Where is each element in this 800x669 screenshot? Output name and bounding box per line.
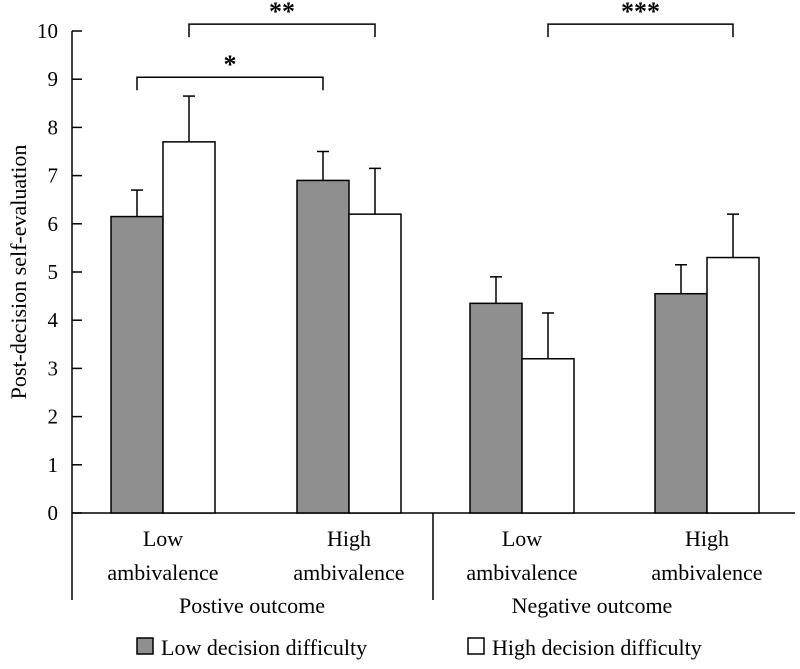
bar — [654, 292, 708, 514]
legend-swatch — [136, 637, 154, 655]
bar — [706, 256, 760, 514]
bar — [521, 358, 575, 514]
bar — [348, 213, 402, 514]
significance-bracket — [188, 23, 376, 38]
y-tick-label: 8 — [48, 115, 59, 139]
y-tick-label: 4 — [48, 308, 59, 332]
y-tick-label: 1 — [48, 453, 59, 477]
bar — [162, 141, 216, 514]
significance-label: ** — [269, 0, 295, 26]
y-tick-label: 0 — [48, 501, 59, 525]
bar — [296, 179, 350, 514]
category-label: Low — [143, 526, 183, 551]
category-label: Low — [502, 526, 542, 551]
y-tick-label: 7 — [48, 164, 59, 188]
legend-label: Low decision difficulty — [161, 635, 367, 660]
y-tick-label: 10 — [37, 19, 58, 43]
y-axis-label: Post-decision self-evaluation — [6, 145, 31, 400]
category-label: High — [685, 526, 729, 551]
y-tick-label: 9 — [48, 67, 59, 91]
significance-bracket — [547, 23, 734, 38]
y-tick-label: 5 — [48, 260, 59, 284]
bar — [110, 215, 164, 514]
group-label: Negative outcome — [512, 593, 673, 618]
y-tick-label: 2 — [48, 405, 59, 429]
y-tick-label: 6 — [48, 212, 59, 236]
legend-swatch — [467, 637, 485, 655]
significance-bracket — [136, 76, 324, 91]
category-label: ambivalence — [293, 560, 404, 585]
category-label: ambivalence — [651, 560, 762, 585]
y-tick-label: 3 — [48, 356, 59, 380]
significance-label: *** — [621, 0, 660, 26]
legend-label: High decision difficulty — [492, 635, 702, 660]
bar — [469, 302, 523, 514]
significance-label: * — [224, 50, 237, 79]
category-label: ambivalence — [107, 560, 218, 585]
category-label: High — [327, 526, 371, 551]
group-label: Postive outcome — [179, 593, 325, 618]
category-label: ambivalence — [466, 560, 577, 585]
